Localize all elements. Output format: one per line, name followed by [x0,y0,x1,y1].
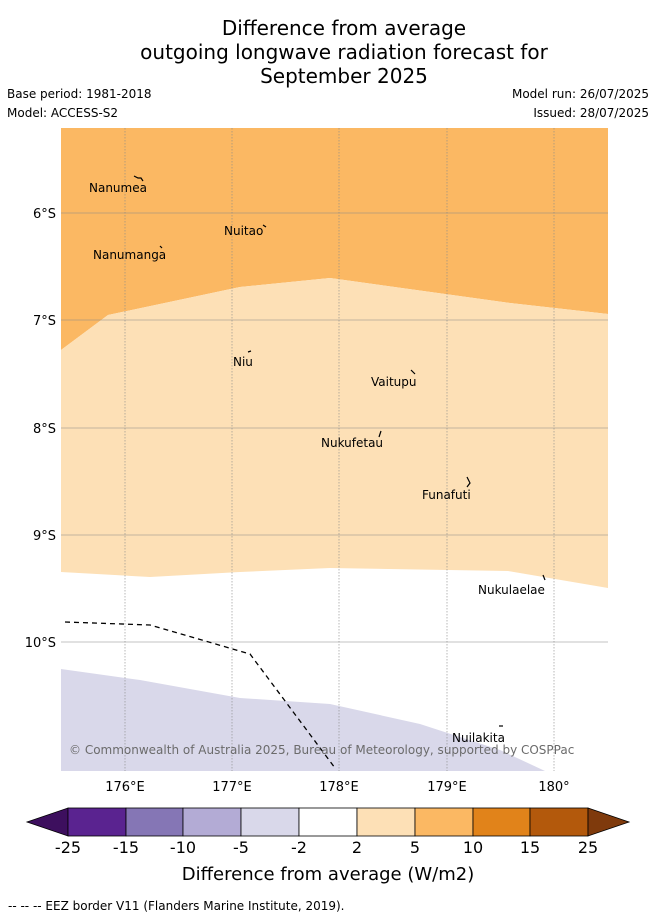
nukulaelae-island [542,574,546,581]
nuitao-island [262,224,267,228]
colorbar-tick: 5 [410,838,420,857]
map-area: Nanumea Nuitao Nanumanga Niu Vaitupu Nuk… [61,128,608,771]
colorbar-segment [356,807,416,837]
lat-label-10s: 10°S [25,636,56,651]
colorbar-extend-high [587,807,631,837]
issued-label: Issued: 28/07/2025 [533,106,649,120]
longitude-labels: 176°E 177°E 178°E 179°E 180° [105,780,569,795]
title-line-1: Difference from average [221,16,467,40]
colorbar-segment [414,807,474,837]
colorbar-segment [240,807,300,837]
chart-title: Difference from average outgoing longwav… [0,16,655,88]
colorbar-tick: -25 [55,838,81,857]
anomaly-band-2-to-5 [61,278,608,588]
colorbar-segment [298,807,358,837]
colorbar: -25 -15 -10 -5 -2 2 5 10 15 25 Differenc… [25,807,631,885]
colorbar-tick: 25 [578,838,598,857]
colorbar-ticks: -25 -15 -10 -5 -2 2 5 10 15 25 [55,838,598,857]
colorbar-tick: -2 [291,838,307,857]
latitude-labels: 6°S 7°S 8°S 9°S 10°S [25,207,56,651]
lat-label-7s: 7°S [33,314,56,329]
place-label-niu: Niu [233,355,253,369]
place-label-funafuti: Funafuti [422,488,471,502]
base-period-label: Base period: 1981-2018 [7,87,152,101]
colorbar-tick: 10 [463,838,483,857]
place-label-nukulaelae: Nukulaelae [478,583,545,597]
eez-border [64,621,336,769]
lon-label-176e: 176°E [105,780,145,795]
title-line-2: outgoing longwave radiation forecast for [140,40,548,64]
colorbar-tick: 2 [352,838,362,857]
vaitupu-island [410,369,416,375]
place-label-nuilakita: Nuilakita [452,731,505,745]
place-label-nanumea: Nanumea [89,181,147,195]
colorbar-segment [472,807,531,837]
anomaly-band-5-to-10 [61,128,608,350]
colorbar-tick: 15 [520,838,540,857]
island-shapes [133,175,546,727]
colorbar-segment [182,807,242,837]
lon-label-179e: 179°E [427,780,467,795]
nanumanga-island [159,245,163,249]
place-labels: Nanumea Nuitao Nanumanga Niu Vaitupu Nuk… [89,181,545,745]
model-label: Model: ACCESS-S2 [7,106,119,120]
nukufetau-island [378,430,382,438]
lon-label-178e: 178°E [319,780,359,795]
copyright-notice: © Commonwealth of Australia 2025, Bureau… [69,743,574,757]
nanumea-island [133,175,144,182]
title-line-3: September 2025 [260,64,428,88]
lat-label-6s: 6°S [33,207,56,222]
place-label-nuitao: Nuitao [224,224,263,238]
colorbar-label: Difference from average (W/m2) [182,864,474,885]
colorbar-tick: -10 [170,838,196,857]
lon-label-180: 180° [538,780,569,795]
model-run-label: Model run: 26/07/2025 [511,87,649,101]
place-label-vaitupu: Vaitupu [371,375,417,389]
colorbar-segment [529,807,589,837]
graticule [61,128,608,771]
eez-footnote: -- -- -- EEZ border V11 (Flanders Marine… [8,899,345,913]
colorbar-tick: -5 [233,838,249,857]
place-label-nanumanga: Nanumanga [93,248,166,262]
lon-label-177e: 177°E [212,780,252,795]
colorbar-segment [67,807,127,837]
lat-label-9s: 9°S [33,529,56,544]
funafuti-island [466,476,471,488]
anomaly-band-minus5-to-minus2 [61,669,545,771]
lat-label-8s: 8°S [33,422,56,437]
place-label-nukufetau: Nukufetau [321,436,383,450]
colorbar-extend-low [25,807,69,837]
niu-island [247,350,252,353]
colorbar-segment [125,807,184,837]
colorbar-tick: -15 [113,838,139,857]
